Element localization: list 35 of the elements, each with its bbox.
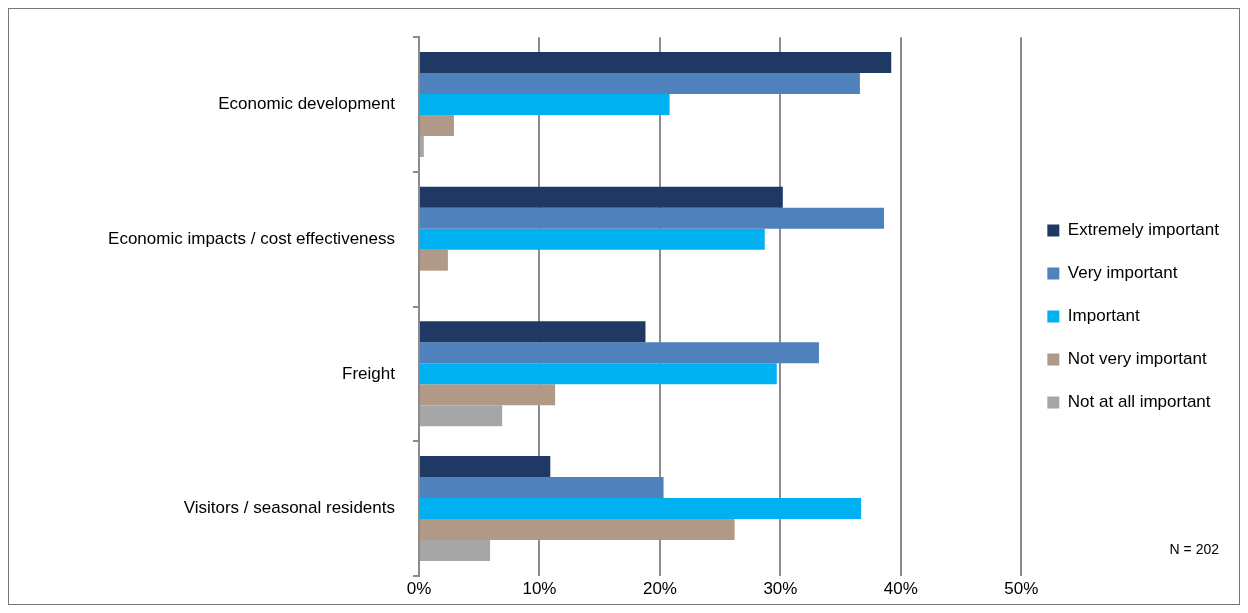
x-tick-label: 30% — [763, 578, 798, 598]
bar — [420, 207, 885, 229]
x-tick-label: 20% — [642, 578, 677, 598]
legend-label: Very important — [1067, 263, 1178, 283]
bar — [420, 497, 862, 519]
text: N = 202 — [1169, 541, 1220, 557]
x-tick-label: 0% — [406, 578, 432, 598]
bar — [420, 136, 424, 158]
bar — [420, 321, 646, 343]
bar — [420, 455, 551, 477]
x-tick-label: 50% — [1004, 578, 1039, 598]
legend-label: Extremely important — [1067, 220, 1220, 240]
bar — [420, 115, 454, 137]
bar — [420, 342, 819, 364]
bar — [420, 363, 777, 385]
legend-label: Important — [1067, 306, 1140, 326]
y-tick-label: Freight — [342, 363, 396, 383]
x-tick-label: 40% — [883, 578, 918, 598]
bar — [420, 518, 735, 540]
bar — [420, 228, 765, 250]
legend-label: Not at all important — [1067, 392, 1211, 412]
bar — [420, 405, 503, 427]
bar — [420, 539, 491, 561]
bar — [420, 249, 448, 271]
bar — [420, 52, 892, 74]
bar — [420, 384, 556, 406]
bar — [420, 186, 783, 208]
legend-label: Not very important — [1067, 349, 1207, 369]
y-tick-label: Economic impacts / cost effectiveness — [108, 228, 395, 248]
y-tick-label: Economic development — [218, 94, 396, 114]
bar — [420, 94, 670, 116]
bar — [420, 73, 860, 95]
bar — [420, 476, 664, 498]
y-tick-label: Visitors / seasonal residents — [183, 498, 395, 518]
x-tick-label: 10% — [522, 578, 557, 598]
